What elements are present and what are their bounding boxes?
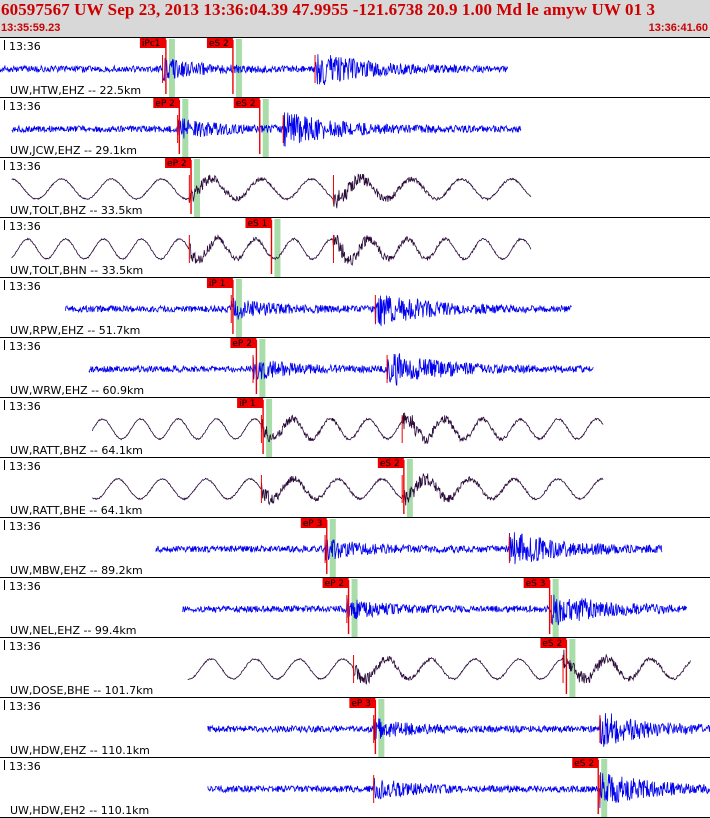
- waveform-trace: [11, 173, 532, 209]
- pick-window: [266, 399, 273, 457]
- time-label: 13:36: [9, 220, 41, 233]
- phase-pick-label: eP 2: [167, 159, 187, 169]
- time-label: 13:36: [9, 340, 41, 353]
- trace-row: 13:36 eP 2 UW,WRW,EHZ -- 60.9km: [0, 338, 710, 398]
- window-start-time: 13:35:59.23: [1, 22, 61, 34]
- pick-window: [569, 639, 576, 697]
- phase-pick-label: eS 2: [574, 759, 594, 769]
- phase-pick-label: eS 1: [247, 219, 267, 229]
- phase-pick-label: eS 2: [380, 459, 400, 469]
- station-label: UW,WRW,EHZ -- 60.9km: [10, 384, 144, 397]
- phase-pick-flag: [165, 158, 192, 168]
- station-label: UW,TOLT,BHZ -- 33.5km: [10, 204, 143, 217]
- phase-pick-flag: [139, 38, 166, 48]
- waveform-trace: [92, 473, 604, 506]
- station-label: UW,RPW,EHZ -- 51.7km: [10, 324, 140, 337]
- pick-window: [182, 99, 189, 157]
- waveform-trace: [91, 412, 604, 445]
- time-label: 13:36: [9, 760, 41, 773]
- phase-pick-flag: [540, 638, 567, 648]
- waveform-trace: [65, 295, 572, 327]
- phase-pick-label: eP 2: [232, 339, 252, 349]
- trace-row: 13:36 eP 2 eS 3 UW,NEL,EHZ -- 99.4km: [0, 578, 710, 638]
- station-label: UW,HDW,EH2 -- 110.1km: [10, 804, 149, 817]
- station-label: UW,MBW,EHZ -- 89.2km: [10, 564, 143, 577]
- trace-row: 13:36 iP 1 UW,RATT,BHZ -- 64.1km: [0, 398, 710, 458]
- phase-pick-flag: [572, 758, 599, 768]
- station-label: UW,HDW,EHZ -- 110.1km: [10, 744, 150, 757]
- trace-row: 13:36 eP 2 UW,TOLT,BHZ -- 33.5km: [0, 158, 710, 218]
- phase-pick-flag: [233, 98, 260, 108]
- station-label: UW,RATT,BHE -- 64.1km: [10, 504, 142, 517]
- phase-pick-label: iP 1: [239, 399, 256, 409]
- time-label: 13:36: [9, 580, 41, 593]
- phase-pick-flag: [206, 278, 233, 288]
- window-end-time: 13:36:41.60: [648, 22, 708, 34]
- time-label: 13:36: [9, 700, 41, 713]
- waveform-trace: [182, 594, 688, 626]
- waveform-trace: [88, 353, 594, 387]
- pick-window: [168, 39, 175, 97]
- phase-pick-label: iP 1: [209, 279, 226, 289]
- phase-pick-label: eP 3: [303, 519, 323, 529]
- phase-pick-label: iPc1: [142, 39, 161, 49]
- phase-pick-label: eP 2: [155, 99, 175, 109]
- phase-pick-flag: [322, 578, 349, 588]
- station-label: UW,TOLT,BHN -- 33.5km: [10, 264, 143, 277]
- event-title: 60597567 UW Sep 23, 2013 13:36:04.39 47.…: [1, 0, 656, 19]
- phase-pick-label: eS 2: [209, 39, 229, 49]
- station-label: UW,NEL,EHZ -- 99.4km: [10, 624, 137, 637]
- station-label: UW,DOSE,BHE -- 101.7km: [10, 684, 153, 697]
- phase-pick-flag: [230, 338, 257, 348]
- time-label: 13:36: [9, 280, 41, 293]
- phase-pick-label: eS 2: [542, 639, 562, 649]
- time-label: 13:36: [9, 520, 41, 533]
- trace-row: 13:36 iP 1 UW,RPW,EHZ -- 51.7km: [0, 278, 710, 338]
- trace-row: 13:36 eP 2 eS 2 UW,JCW,EHZ -- 29.1km: [0, 98, 710, 158]
- time-label: 13:36: [9, 460, 41, 473]
- pick-window: [406, 459, 413, 517]
- trace-row: 13:36 eS 1 UW,TOLT,BHN -- 33.5km: [0, 218, 710, 278]
- trace-row: 13:36 iPc1 eS 2 UW,HTW,EHZ -- 22.5km: [0, 38, 710, 98]
- phase-pick-flag: [523, 578, 550, 588]
- event-header: 60597567 UW Sep 23, 2013 13:36:04.39 47.…: [0, 0, 710, 38]
- trace-row: 13:36 eS 2 UW,RATT,BHE -- 64.1km: [0, 458, 710, 518]
- waveform-trace: [155, 532, 663, 565]
- phase-pick-flag: [377, 458, 404, 468]
- phase-pick-label: eS 2: [236, 99, 256, 109]
- phase-pick-flag: [206, 38, 233, 48]
- waveform-trace: [0, 54, 509, 85]
- waveform-trace: [207, 713, 710, 747]
- trace-row: 13:36 eS 2 UW,DOSE,BHE -- 101.7km: [0, 638, 710, 698]
- time-label: 13:36: [9, 400, 41, 413]
- station-label: UW,JCW,EHZ -- 29.1km: [10, 144, 137, 157]
- phase-pick-label: eS 3: [526, 579, 546, 589]
- waveform-trace: [11, 112, 522, 147]
- phase-pick-flag: [300, 518, 327, 528]
- waveform-trace: [187, 649, 691, 685]
- trace-row: 13:36 eP 3 UW,HDW,EHZ -- 110.1km: [0, 698, 710, 758]
- phase-pick-flag: [153, 98, 180, 108]
- time-label: 13:36: [9, 640, 41, 653]
- station-label: UW,HTW,EHZ -- 22.5km: [10, 84, 141, 97]
- phase-pick-label: eP 3: [351, 699, 371, 709]
- waveform-trace: [207, 772, 710, 809]
- phase-pick-flag: [349, 698, 376, 708]
- trace-row: 13:36 eP 3 UW,MBW,EHZ -- 89.2km: [0, 518, 710, 578]
- seismogram-panel: 13:36 iPc1 eS 2 UW,HTW,EHZ -- 22.5km 13:36 eP…: [0, 38, 710, 818]
- pick-window: [235, 279, 242, 337]
- phase-pick-label: eP 2: [325, 579, 345, 589]
- trace-row: 13:36 eS 2 UW,HDW,EH2 -- 110.1km: [0, 758, 710, 818]
- time-label: 13:36: [9, 160, 41, 173]
- station-label: UW,RATT,BHZ -- 64.1km: [10, 444, 143, 457]
- pick-window: [274, 219, 281, 277]
- time-label: 13:36: [9, 100, 41, 113]
- time-label: 13:36: [9, 40, 41, 53]
- phase-pick-flag: [237, 398, 264, 408]
- phase-pick-flag: [245, 218, 272, 228]
